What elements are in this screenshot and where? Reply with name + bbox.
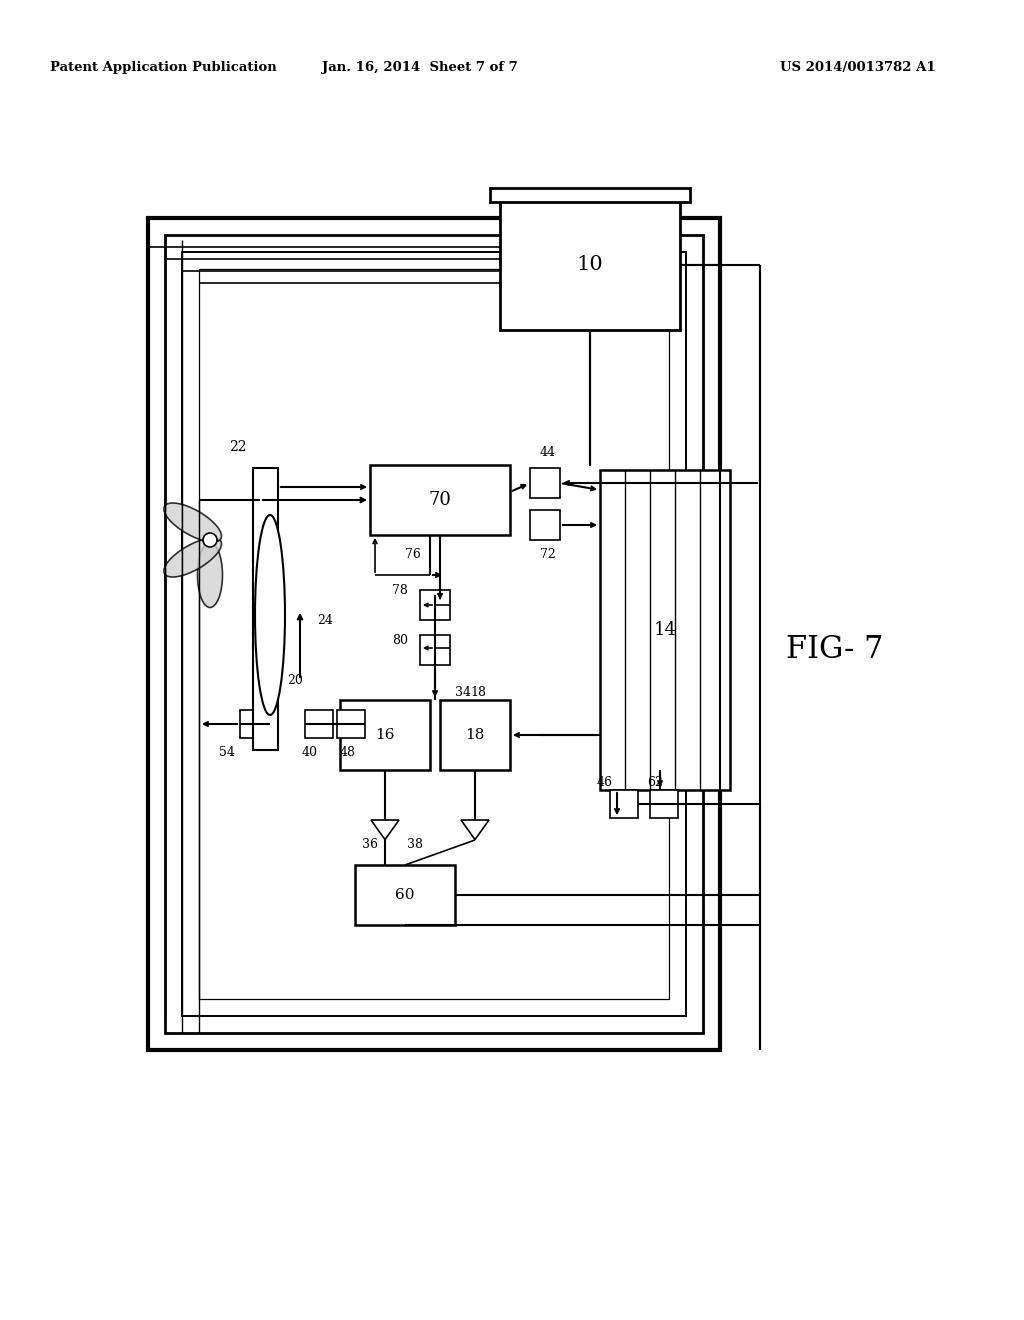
Bar xyxy=(340,700,430,770)
Bar xyxy=(199,269,669,999)
Bar xyxy=(337,710,365,738)
Text: 24: 24 xyxy=(317,614,333,627)
Bar xyxy=(530,469,560,498)
Bar xyxy=(420,635,450,665)
Text: 48: 48 xyxy=(340,746,356,759)
Polygon shape xyxy=(461,820,489,840)
Ellipse shape xyxy=(255,515,285,715)
Text: Patent Application Publication: Patent Application Publication xyxy=(50,62,276,74)
Text: 60: 60 xyxy=(395,888,415,902)
Bar xyxy=(370,465,510,535)
Text: 44: 44 xyxy=(540,446,556,459)
Bar xyxy=(165,235,703,1034)
Text: 14: 14 xyxy=(653,620,677,639)
Text: 62: 62 xyxy=(647,776,663,789)
Bar xyxy=(610,789,638,818)
Text: 10: 10 xyxy=(577,256,603,275)
Text: 16: 16 xyxy=(375,729,394,742)
Text: Jan. 16, 2014  Sheet 7 of 7: Jan. 16, 2014 Sheet 7 of 7 xyxy=(323,62,518,74)
Text: 70: 70 xyxy=(429,491,452,510)
Bar xyxy=(500,201,680,330)
Bar xyxy=(530,510,560,540)
Bar xyxy=(600,470,730,789)
Text: 40: 40 xyxy=(302,746,318,759)
Bar xyxy=(240,710,268,738)
Text: 54: 54 xyxy=(219,746,234,759)
Text: 72: 72 xyxy=(540,549,556,561)
Text: 78: 78 xyxy=(392,583,408,597)
Polygon shape xyxy=(371,820,399,840)
Ellipse shape xyxy=(203,533,217,546)
Text: 20: 20 xyxy=(287,673,303,686)
Text: 46: 46 xyxy=(597,776,613,789)
Ellipse shape xyxy=(164,503,221,543)
Bar xyxy=(490,187,690,202)
Bar xyxy=(420,590,450,620)
Bar xyxy=(148,218,720,1049)
Bar xyxy=(182,252,686,1016)
Bar xyxy=(305,710,333,738)
Bar xyxy=(650,789,678,818)
Text: 22: 22 xyxy=(229,440,247,454)
Bar xyxy=(440,700,510,770)
Text: 80: 80 xyxy=(392,634,408,647)
Text: 34: 34 xyxy=(455,685,471,698)
Text: 18: 18 xyxy=(465,729,484,742)
Text: 36: 36 xyxy=(362,837,378,850)
Ellipse shape xyxy=(164,539,221,577)
Text: 76: 76 xyxy=(406,548,421,561)
Ellipse shape xyxy=(198,543,222,607)
Text: US 2014/0013782 A1: US 2014/0013782 A1 xyxy=(780,62,936,74)
Text: FIG- 7: FIG- 7 xyxy=(786,635,884,665)
Bar xyxy=(253,469,278,750)
Text: 18: 18 xyxy=(470,685,486,698)
Bar xyxy=(355,865,455,925)
Text: 38: 38 xyxy=(407,837,423,850)
